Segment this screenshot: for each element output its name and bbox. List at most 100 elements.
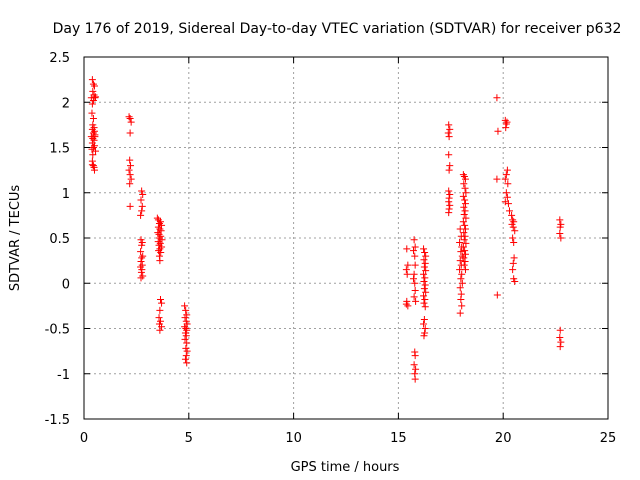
data-point bbox=[457, 296, 465, 304]
data-point bbox=[461, 196, 469, 204]
data-point bbox=[446, 191, 454, 199]
data-point bbox=[421, 274, 429, 282]
chart-title: Day 176 of 2019, Sidereal Day-to-day VTE… bbox=[53, 21, 622, 37]
data-point bbox=[556, 334, 564, 342]
data-point bbox=[412, 297, 420, 305]
data-point bbox=[556, 229, 564, 237]
data-point bbox=[183, 347, 191, 355]
data-point bbox=[421, 325, 429, 332]
data-point bbox=[411, 286, 419, 294]
data-point bbox=[456, 284, 464, 292]
y-tick-label: 1.5 bbox=[49, 142, 70, 157]
data-point bbox=[557, 234, 565, 242]
data-point bbox=[138, 187, 146, 195]
data-point bbox=[501, 116, 509, 124]
data-point bbox=[154, 223, 162, 231]
data-point bbox=[411, 352, 419, 360]
data-point bbox=[154, 229, 162, 237]
data-point bbox=[460, 229, 468, 237]
data-point bbox=[503, 193, 511, 201]
data-point bbox=[157, 218, 165, 226]
data-point bbox=[90, 166, 98, 174]
data-point bbox=[420, 256, 428, 264]
data-point bbox=[459, 243, 467, 251]
data-point bbox=[137, 211, 145, 219]
data-point bbox=[182, 352, 190, 360]
data-point bbox=[462, 239, 470, 247]
y-tick-label: -1.5 bbox=[45, 413, 70, 428]
data-point bbox=[509, 259, 517, 267]
data-point bbox=[456, 239, 464, 247]
data-point bbox=[89, 87, 97, 95]
y-tick-labels: -1.5 -1 -0.5 0 0.5 1 1.5 2 2.5 bbox=[45, 51, 70, 428]
data-point bbox=[422, 252, 430, 260]
data-point bbox=[410, 361, 418, 369]
data-point bbox=[156, 225, 164, 233]
data-point bbox=[91, 133, 99, 141]
data-point bbox=[158, 299, 166, 307]
data-point bbox=[421, 303, 429, 311]
data-point bbox=[445, 209, 453, 217]
data-point bbox=[420, 285, 428, 293]
data-point bbox=[403, 245, 411, 253]
data-point bbox=[446, 162, 454, 170]
data-point bbox=[509, 223, 517, 231]
grid bbox=[84, 57, 608, 419]
data-point bbox=[420, 245, 428, 253]
data-point bbox=[421, 259, 429, 267]
data-point bbox=[88, 100, 96, 108]
data-point bbox=[411, 261, 419, 269]
data-point bbox=[139, 191, 147, 199]
data-point bbox=[459, 218, 467, 226]
data-point bbox=[420, 263, 428, 271]
data-point bbox=[126, 171, 134, 179]
data-point bbox=[494, 127, 502, 135]
data-point bbox=[556, 326, 564, 334]
y-axis-label: SDTVAR / TECUs bbox=[8, 185, 23, 292]
data-point bbox=[508, 211, 516, 219]
data-point bbox=[556, 343, 564, 351]
data-point bbox=[89, 162, 97, 170]
data-point bbox=[556, 216, 564, 224]
data-point bbox=[445, 133, 453, 141]
data-point bbox=[420, 277, 428, 285]
data-point bbox=[125, 166, 133, 174]
data-point bbox=[420, 270, 428, 278]
data-point bbox=[409, 247, 417, 255]
x-tick-label: 5 bbox=[185, 431, 193, 446]
y-tick-label: -0.5 bbox=[45, 323, 70, 338]
data-point bbox=[509, 216, 517, 224]
data-point bbox=[444, 129, 452, 137]
data-point bbox=[182, 332, 190, 340]
y-tick-label: 0 bbox=[62, 277, 70, 292]
data-point bbox=[158, 236, 166, 244]
y-tick-label: -1 bbox=[57, 368, 70, 383]
data-point bbox=[157, 232, 165, 240]
data-point bbox=[461, 250, 469, 258]
x-tick-label: 20 bbox=[495, 431, 512, 446]
data-point bbox=[181, 323, 189, 331]
data-point bbox=[404, 261, 412, 269]
data-point bbox=[137, 196, 145, 204]
data-point bbox=[126, 129, 134, 137]
data-point bbox=[556, 223, 564, 231]
data-point bbox=[138, 207, 146, 215]
data-point bbox=[410, 236, 418, 244]
data-point bbox=[457, 248, 465, 256]
data-point bbox=[459, 192, 467, 200]
data-point bbox=[457, 275, 465, 283]
data-point bbox=[420, 332, 428, 340]
data-point bbox=[138, 241, 146, 249]
y-tick-label: 0.5 bbox=[49, 232, 70, 247]
data-point bbox=[458, 302, 466, 310]
y-tick-label: 2.5 bbox=[49, 51, 70, 66]
data-point bbox=[155, 314, 163, 322]
data-point bbox=[139, 252, 147, 260]
data-point bbox=[89, 144, 97, 151]
data-point bbox=[89, 115, 97, 123]
data-point bbox=[461, 225, 469, 233]
x-axis-label: GPS time / hours bbox=[291, 460, 400, 475]
data-point bbox=[501, 198, 509, 206]
data-point bbox=[511, 227, 519, 235]
